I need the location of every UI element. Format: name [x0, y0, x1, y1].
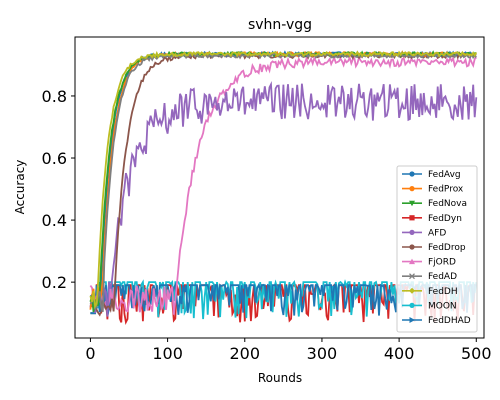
y-tick-label: 0.6 [42, 149, 67, 168]
series-line-fjord [89, 54, 477, 315]
legend-item-moon: MOON [402, 301, 457, 311]
y-tick-label: 0.2 [42, 273, 67, 292]
legend-marker [409, 258, 415, 265]
legend-label: FedDrop [428, 243, 466, 253]
axis-layer: 0 100 200 300 400 500 0.2 0.4 0.6 0.8 [42, 87, 492, 363]
legend-label: FjORD [428, 258, 456, 268]
series-line-feddh [89, 50, 478, 310]
legend: FedAvg FedProx FedNova FedDyn AFD FedDrop FjOR… [396, 165, 478, 333]
series-layer [89, 50, 478, 326]
legend-label: FedDHAD [428, 316, 471, 326]
legend-label: FedNova [428, 199, 467, 209]
legend-item-fjord: FjORD [402, 258, 456, 268]
legend-item-fedavg: FedAvg [402, 170, 461, 180]
legend-marker [409, 244, 415, 250]
legend-item-feddyn: FedDyn [402, 214, 462, 224]
legend-marker [409, 287, 415, 294]
y-tick-label: 0.8 [42, 87, 67, 106]
legend-marker [409, 229, 415, 235]
legend-item-feddh: FedDH [402, 287, 458, 297]
legend-label: FedAvg [428, 170, 461, 180]
x-axis-label: Rounds [258, 371, 302, 385]
legend-marker [409, 302, 415, 308]
x-tick-label: 100 [152, 344, 183, 363]
legend-label: FedProx [428, 185, 464, 195]
x-tick-label: 400 [384, 344, 415, 363]
series-line-afd [89, 80, 478, 317]
x-tick-label: 500 [461, 344, 492, 363]
legend-item-feddrop: FedDrop [402, 243, 466, 253]
x-tick-label: 300 [307, 344, 338, 363]
legend-marker [409, 215, 415, 221]
legend-item-feddhad: FedDHAD [402, 316, 471, 326]
legend-label: AFD [428, 228, 446, 238]
x-tick-label: 200 [230, 344, 261, 363]
legend-item-fedad: FedAD [402, 272, 457, 282]
plot-frame [74, 36, 485, 339]
legend-marker [409, 186, 415, 192]
legend-item-afd: AFD [402, 228, 446, 238]
y-tick-label: 0.4 [42, 211, 67, 230]
legend-marker [409, 273, 415, 280]
legend-label: FedAD [428, 272, 457, 282]
legend-item-fednova: FedNova [402, 199, 467, 209]
legend-label: FedDyn [428, 214, 462, 224]
legend-label: FedDH [428, 287, 458, 297]
chart-title: svhn-vgg [248, 17, 312, 33]
legend-marker [409, 317, 415, 323]
legend-marker [409, 200, 415, 207]
legend-marker [409, 171, 415, 177]
x-tick-label: 0 [85, 344, 95, 363]
legend-item-fedprox: FedProx [402, 185, 464, 195]
legend-label: MOON [428, 301, 457, 311]
y-axis-label: Accuracy [13, 160, 27, 215]
